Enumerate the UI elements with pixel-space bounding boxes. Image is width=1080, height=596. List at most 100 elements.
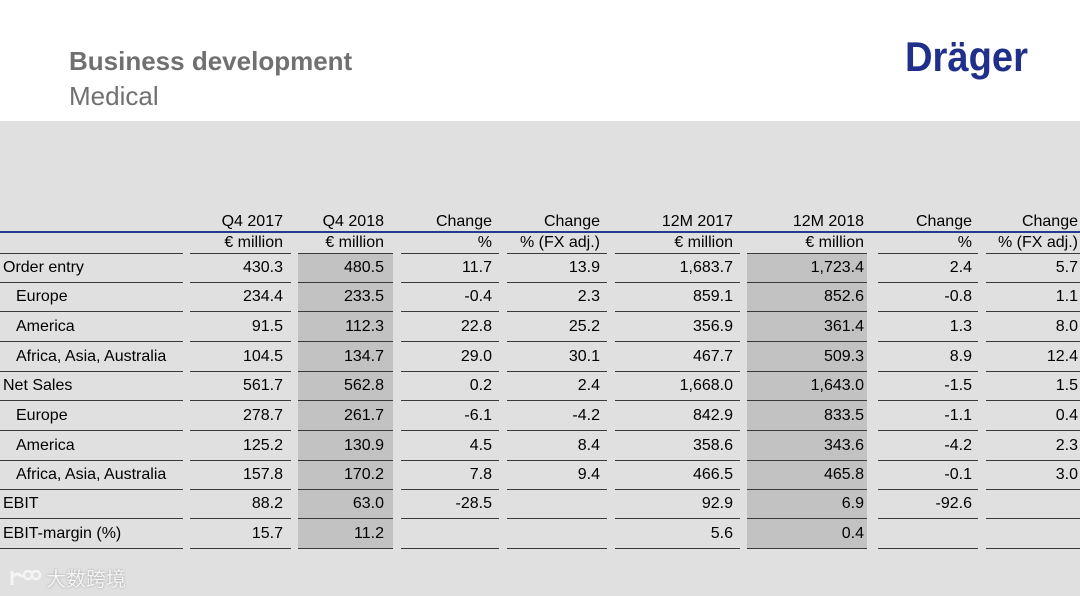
row-separator [298, 400, 393, 401]
row-separator [507, 282, 607, 283]
table-cell: 2.3 [577, 288, 600, 305]
table-cell: -4.2 [572, 407, 600, 424]
table-cell: 170.2 [343, 466, 384, 483]
table-cell: -0.4 [464, 288, 492, 305]
table-cell: 430.3 [242, 259, 283, 276]
slide-header: Business development Medical Dräger [0, 0, 1080, 121]
table-cell: 25.2 [568, 318, 600, 335]
table-cell: 130.9 [343, 437, 384, 454]
row-separator [190, 311, 291, 312]
row-separator [507, 311, 607, 312]
table-cell: 1,643.0 [810, 377, 864, 394]
table-cell: 0.4 [1055, 407, 1078, 424]
table-cell: 30.1 [568, 348, 600, 365]
logo-text: Dräger [905, 33, 1028, 80]
table-cell: 91.5 [251, 318, 283, 335]
header-rule [0, 231, 1080, 233]
row-separator [615, 400, 740, 401]
row-separator [298, 548, 393, 549]
row-separator [298, 371, 393, 372]
table-cell: -28.5 [455, 495, 492, 512]
row-separator [986, 282, 1080, 283]
row-separator [0, 311, 183, 312]
row-separator [401, 430, 499, 431]
row-separator [190, 282, 291, 283]
table-panel [0, 121, 1080, 596]
row-separator [190, 518, 291, 519]
highlight-column [298, 254, 393, 549]
table-cell: 2.3 [1055, 437, 1078, 454]
table-cell: 9.4 [577, 466, 600, 483]
column-header-top: 12M 2017 [661, 213, 733, 230]
table-cell: -4.2 [944, 437, 972, 454]
table-cell: 1,723.4 [810, 259, 864, 276]
table-cell: 8.4 [577, 437, 600, 454]
row-separator [878, 282, 978, 283]
table-cell: 88.2 [251, 495, 283, 512]
row-separator [401, 371, 499, 372]
column-header-top: Change [1021, 213, 1078, 230]
highlight-column [747, 254, 867, 549]
column-header-top: Q4 2018 [322, 213, 384, 230]
table-cell: 6.9 [841, 495, 864, 512]
row-separator [878, 489, 978, 490]
table-cell: 261.7 [343, 407, 384, 424]
row-separator [878, 371, 978, 372]
table-cell: 1,668.0 [679, 377, 733, 394]
table-cell: 63.0 [352, 495, 384, 512]
row-separator [507, 518, 607, 519]
row-separator [190, 430, 291, 431]
table-cell: 233.5 [343, 288, 384, 305]
table-cell: 562.8 [343, 377, 384, 394]
row-separator [401, 311, 499, 312]
table-cell: 92.9 [701, 495, 733, 512]
table-cell: 0.4 [841, 525, 864, 542]
row-separator [507, 430, 607, 431]
table-cell: -92.6 [935, 495, 972, 512]
row-separator [986, 460, 1080, 461]
row-label: America [16, 437, 75, 454]
row-label: EBIT [3, 495, 39, 512]
row-separator [0, 282, 183, 283]
table-cell: 112.3 [345, 318, 384, 335]
row-separator [878, 311, 978, 312]
row-separator [298, 489, 393, 490]
row-label: Europe [16, 288, 68, 305]
row-separator [747, 430, 867, 431]
row-separator [986, 400, 1080, 401]
row-separator [878, 430, 978, 431]
row-separator [747, 311, 867, 312]
table-cell: -1.5 [944, 377, 972, 394]
row-separator [878, 518, 978, 519]
table-cell: 2.4 [949, 259, 972, 276]
row-separator [190, 371, 291, 372]
column-header-bottom: % (FX adj.) [997, 234, 1078, 251]
header-underline [0, 253, 183, 254]
row-separator [986, 311, 1080, 312]
row-separator [615, 371, 740, 372]
row-separator [190, 460, 291, 461]
table-cell: 1,683.7 [679, 259, 733, 276]
row-separator [190, 548, 291, 549]
table-cell: 11.2 [354, 525, 384, 542]
row-separator [878, 460, 978, 461]
row-separator [615, 460, 740, 461]
column-header-bottom: € million [674, 234, 733, 251]
row-separator [0, 430, 183, 431]
column-header-bottom: € million [805, 234, 864, 251]
row-separator [878, 400, 978, 401]
table-cell: 12.4 [1046, 348, 1078, 365]
row-separator [507, 460, 607, 461]
table-cell: -6.1 [464, 407, 492, 424]
table-cell: 466.5 [692, 466, 733, 483]
column-header-top: Change [915, 213, 972, 230]
watermark-logo-icon [10, 569, 42, 585]
row-separator [507, 489, 607, 490]
table-cell: 234.4 [242, 288, 283, 305]
row-separator [747, 400, 867, 401]
row-separator [986, 548, 1080, 549]
row-separator [298, 518, 393, 519]
row-separator [190, 489, 291, 490]
row-separator [747, 371, 867, 372]
row-label: America [16, 318, 75, 335]
